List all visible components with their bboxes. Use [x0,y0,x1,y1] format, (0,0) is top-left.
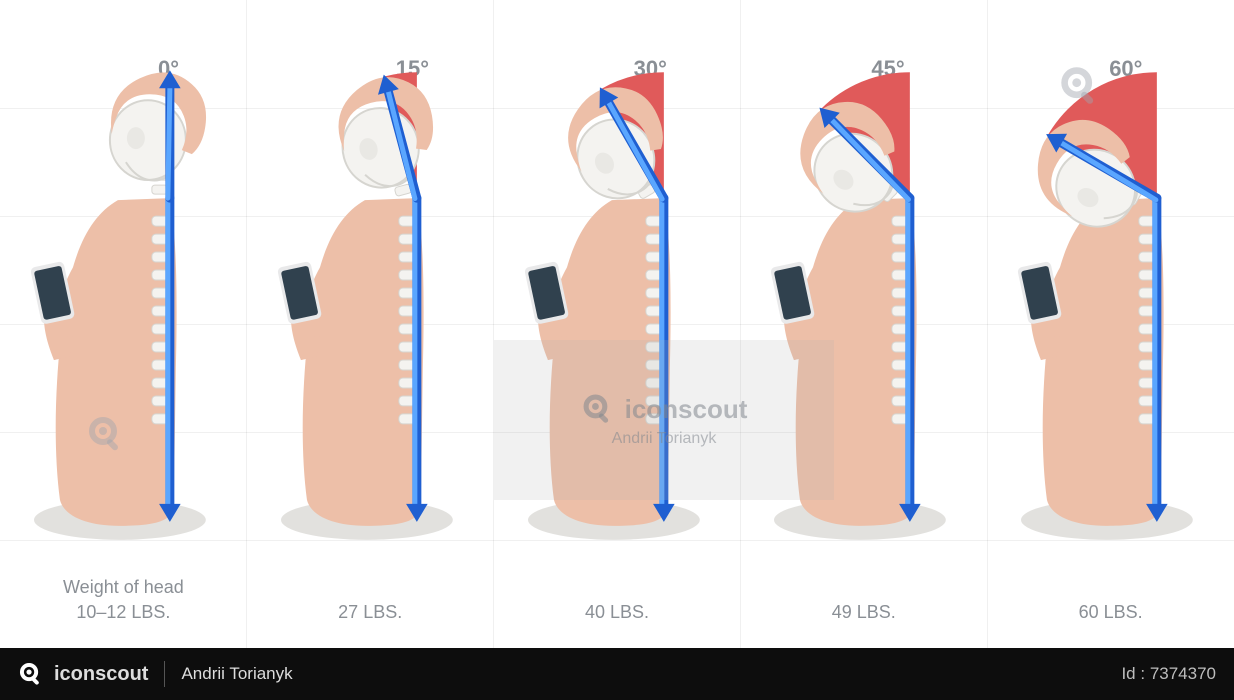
footer-author: Andrii Torianyk [181,664,292,684]
weight-label-bottom: 49 LBS. [740,600,987,624]
posture-panel: 0° [0,0,247,648]
footer-bar: iconscout Andrii Torianyk Id : 7374370 [0,648,1234,700]
posture-panel: 60° [987,0,1234,648]
weight-label: Weight of head 10–12 LBS. [0,575,247,624]
posture-figure [247,0,494,648]
weight-label-bottom: 40 LBS. [494,600,741,624]
magnifier-icon [18,661,44,687]
footer-brand-text: iconscout [54,663,148,686]
footer-id-label: Id : [1121,664,1145,683]
posture-panel: 45° [740,0,987,648]
posture-panel: 15° [247,0,494,648]
weight-label: 49 LBS. [740,600,987,624]
posture-figure [987,0,1234,648]
footer-id: Id : 7374370 [1121,664,1216,684]
footer-divider [164,661,165,687]
weight-label-bottom: 60 LBS. [987,600,1234,624]
posture-figure [0,0,247,648]
weight-label: 60 LBS. [987,600,1234,624]
footer-id-value: 7374370 [1150,664,1216,683]
weight-label: 27 LBS. [247,600,494,624]
posture-figure [494,0,741,648]
posture-figure [740,0,987,648]
weight-label-bottom: 10–12 LBS. [0,600,247,624]
weight-label-top: Weight of head [0,575,247,599]
footer-brand: iconscout [18,661,148,687]
posture-panels: 0° [0,0,1234,648]
posture-panel: 30° [494,0,741,648]
weight-label-bottom: 27 LBS. [247,600,494,624]
weight-label: 40 LBS. [494,600,741,624]
